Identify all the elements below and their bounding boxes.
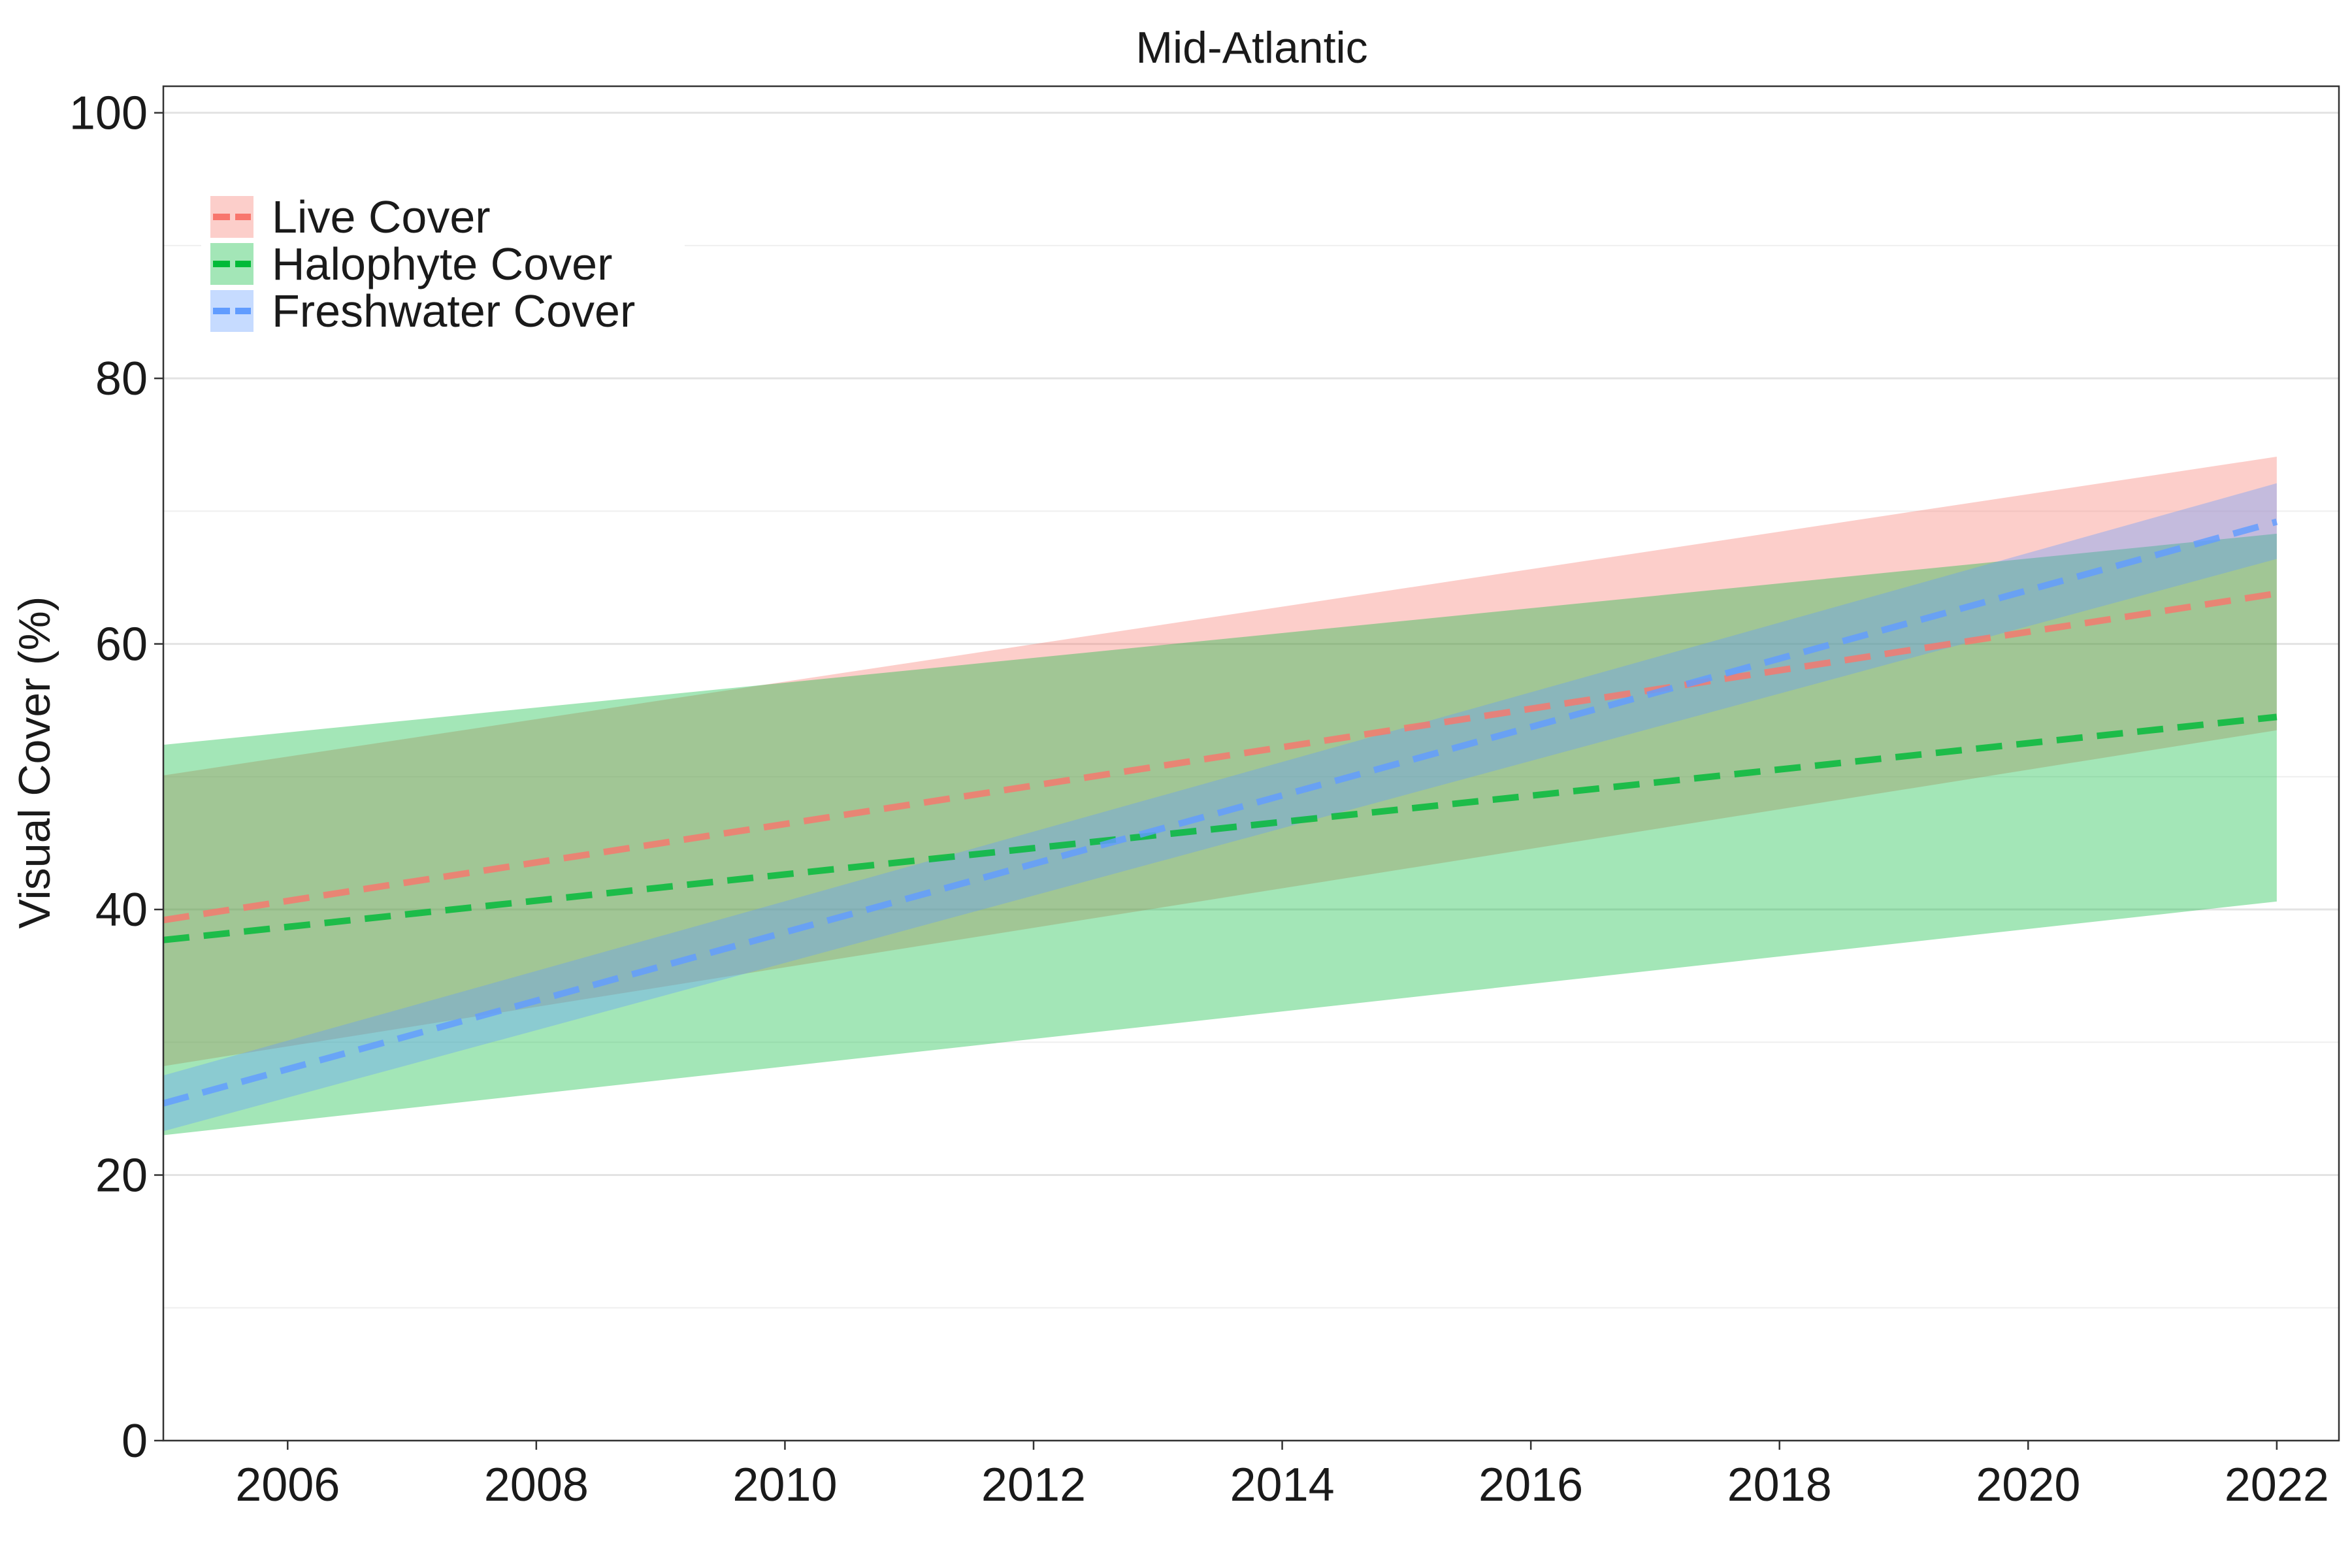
- x-tick-label: 2020: [1976, 1459, 2080, 1511]
- x-tick-label: 2016: [1478, 1459, 1583, 1511]
- legend-label-live-cover: Live Cover: [272, 191, 491, 242]
- legend-label-halophyte-cover: Halophyte Cover: [272, 238, 612, 289]
- line-live-cover: [163, 590, 2278, 924]
- axes: 2006 2008 2010 2012 2014 2016 2018 2020 2022 0 20 4…: [69, 88, 2329, 1511]
- x-tick-label: 2022: [2225, 1459, 2329, 1511]
- y-axis-label: Visual Cover (%): [10, 596, 59, 929]
- y-tick-label: 20: [95, 1150, 148, 1202]
- x-tick-label: 2008: [484, 1459, 589, 1511]
- y-tick-label: 100: [69, 88, 148, 140]
- line-halophyte-cover: [163, 713, 2278, 943]
- x-tick-label: 2018: [1727, 1459, 1832, 1511]
- y-tick-label: 60: [95, 619, 148, 671]
- band-freshwater-cover: [163, 483, 2277, 1132]
- y-tick-label: 0: [122, 1415, 148, 1467]
- legend-label-freshwater-cover: Freshwater Cover: [272, 286, 635, 336]
- y-tick-label: 80: [95, 353, 148, 405]
- legend-background: [201, 188, 685, 338]
- grid: [163, 112, 2339, 1442]
- band-live-cover: [163, 457, 2277, 1066]
- band-halophyte-cover: [163, 533, 2277, 1135]
- plot-frame: [162, 85, 2340, 1442]
- chart-title: Mid-Atlantic: [1135, 23, 1367, 73]
- x-tick-label: 2012: [981, 1459, 1086, 1511]
- trend-lines: [162, 518, 2278, 1107]
- confidence-bands: [163, 457, 2277, 1135]
- x-tick-label: 2010: [732, 1459, 837, 1511]
- y-tick-label: 40: [95, 884, 148, 936]
- x-tick-label: 2014: [1230, 1459, 1334, 1511]
- line-freshwater-cover: [162, 518, 2278, 1107]
- x-tick-label: 2006: [235, 1459, 340, 1511]
